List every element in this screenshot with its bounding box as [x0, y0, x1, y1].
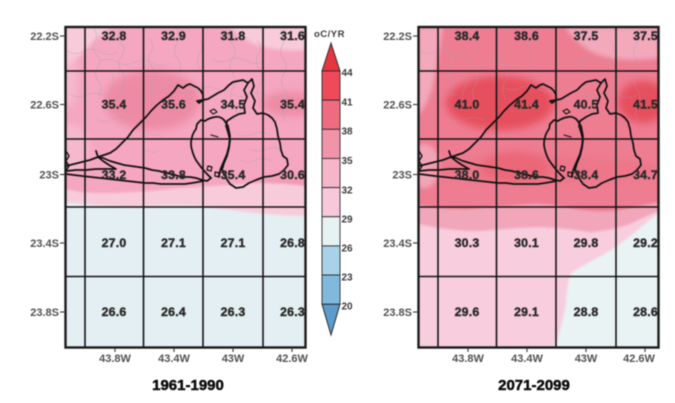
svg-text:41: 41 [342, 98, 354, 109]
svg-text:33.2: 33.2 [102, 168, 127, 182]
svg-text:30.6: 30.6 [280, 168, 305, 182]
svg-text:41.0: 41.0 [455, 98, 480, 112]
svg-text:31.8: 31.8 [221, 29, 246, 43]
svg-text:29.6: 29.6 [455, 305, 480, 319]
svg-text:43.8W: 43.8W [452, 353, 484, 365]
svg-text:38: 38 [342, 127, 354, 138]
svg-text:35.6: 35.6 [161, 98, 186, 112]
svg-text:22.2S: 22.2S [383, 31, 412, 43]
svg-text:26.3: 26.3 [221, 305, 246, 319]
svg-text:38.0: 38.0 [455, 168, 480, 182]
svg-text:27.1: 27.1 [221, 236, 246, 250]
svg-text:29.1: 29.1 [514, 305, 539, 319]
svg-text:23.8S: 23.8S [30, 307, 59, 319]
svg-text:29.8: 29.8 [574, 236, 599, 250]
svg-text:35: 35 [342, 156, 354, 167]
svg-text:41.4: 41.4 [514, 98, 539, 112]
svg-text:32: 32 [342, 186, 354, 197]
svg-text:43.4W: 43.4W [511, 353, 543, 365]
svg-text:22.6S: 22.6S [30, 100, 59, 112]
svg-text:38.4: 38.4 [574, 168, 599, 182]
svg-text:43.4W: 43.4W [158, 353, 190, 365]
svg-text:35.4: 35.4 [280, 98, 305, 112]
svg-text:34.5: 34.5 [221, 98, 246, 112]
svg-text:38.6: 38.6 [514, 168, 539, 182]
svg-text:27.1: 27.1 [161, 236, 186, 250]
svg-text:44: 44 [342, 68, 354, 79]
svg-text:28.8: 28.8 [574, 305, 599, 319]
svg-text:42.6W: 42.6W [276, 353, 308, 365]
svg-text:43.8W: 43.8W [99, 353, 131, 365]
svg-text:31.6: 31.6 [280, 29, 305, 43]
svg-text:1961-1990: 1961-1990 [152, 377, 224, 394]
svg-text:37.5: 37.5 [574, 29, 599, 43]
svg-text:35.4: 35.4 [221, 168, 246, 182]
svg-text:35.4: 35.4 [102, 98, 127, 112]
svg-text:23.8S: 23.8S [383, 307, 412, 319]
svg-text:38.6: 38.6 [514, 29, 539, 43]
svg-text:26.4: 26.4 [161, 305, 186, 319]
svg-text:38.4: 38.4 [455, 29, 480, 43]
svg-text:29.2: 29.2 [633, 236, 658, 250]
svg-text:22.2S: 22.2S [30, 31, 59, 43]
svg-text:33.8: 33.8 [161, 168, 186, 182]
svg-text:30.1: 30.1 [514, 236, 539, 250]
svg-text:22.6S: 22.6S [383, 100, 412, 112]
svg-text:23S: 23S [392, 170, 412, 182]
svg-text:40.5: 40.5 [574, 98, 599, 112]
svg-text:26.3: 26.3 [280, 305, 305, 319]
svg-text:34.7: 34.7 [633, 168, 658, 182]
svg-text:26.8: 26.8 [280, 236, 305, 250]
svg-text:23S: 23S [39, 170, 59, 182]
svg-text:27.0: 27.0 [102, 236, 127, 250]
svg-text:28.6: 28.6 [633, 305, 658, 319]
svg-text:23: 23 [342, 273, 354, 284]
svg-text:26: 26 [342, 244, 354, 255]
svg-text:43W: 43W [575, 353, 598, 365]
svg-text:20: 20 [342, 302, 354, 313]
svg-text:29: 29 [342, 215, 354, 226]
svg-text:23.4S: 23.4S [30, 238, 59, 250]
svg-text:42.6W: 42.6W [623, 353, 655, 365]
svg-text:43W: 43W [222, 353, 245, 365]
svg-text:30.3: 30.3 [455, 236, 480, 250]
svg-text:32.8: 32.8 [102, 29, 127, 43]
svg-text:23.4S: 23.4S [383, 238, 412, 250]
svg-text:2071-2099: 2071-2099 [498, 377, 570, 394]
svg-text:41.5: 41.5 [633, 98, 658, 112]
svg-text:26.6: 26.6 [102, 305, 127, 319]
svg-text:32.9: 32.9 [161, 29, 186, 43]
svg-text:37.5: 37.5 [633, 29, 658, 43]
svg-text:oC/YR: oC/YR [314, 29, 345, 40]
